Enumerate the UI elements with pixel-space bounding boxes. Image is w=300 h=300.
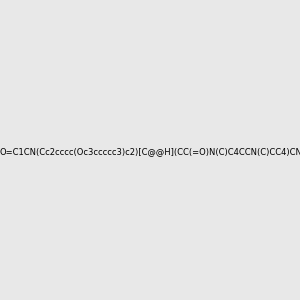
- Text: O=C1CN(Cc2cccc(Oc3ccccc3)c2)[C@@H](CC(=O)N(C)C4CCN(C)CC4)CN1: O=C1CN(Cc2cccc(Oc3ccccc3)c2)[C@@H](CC(=O…: [0, 147, 300, 156]
